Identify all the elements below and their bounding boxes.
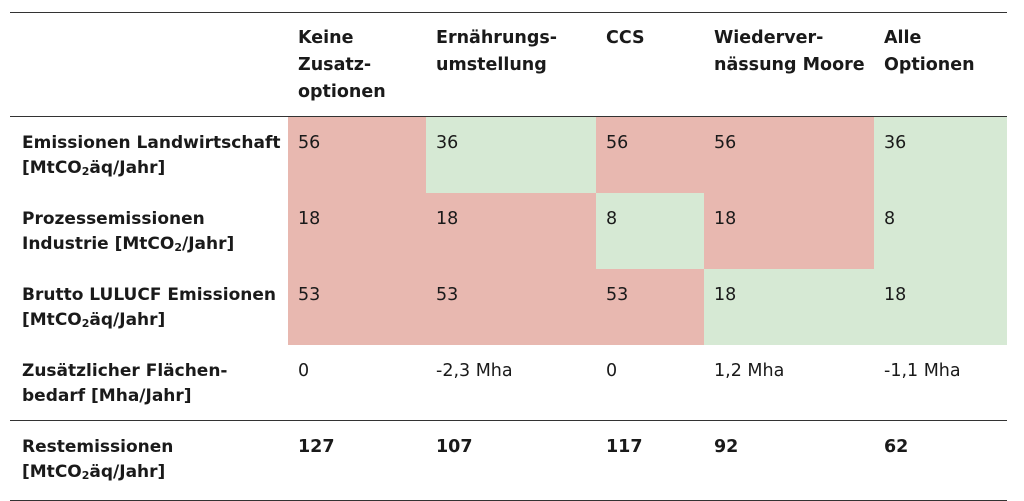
column-header-alle-optionen: Alle Optionen: [884, 28, 975, 75]
value-cell: 18: [426, 192, 596, 269]
value-cell: 53: [596, 268, 704, 345]
value-cell: -2,3 Mha: [436, 360, 513, 381]
column-header-ernaehrungsumstellung: Ernährungs- umstellung: [436, 28, 558, 75]
row-restemissionen: Restemissionen [MtCO2äq/Jahr] 127 107 11…: [10, 420, 1007, 501]
row-brutto-lulucf-emissionen: Brutto LULUCF Emissionen [MtCO2äq/Jahr] …: [10, 268, 1007, 345]
row-prozessemissionen-industrie: Prozessemissionen Industrie [MtCO2/Jahr]…: [10, 192, 1007, 269]
corner-cell: [10, 13, 288, 117]
header-row: Keine Zusatz- optionen Ernährungs- umste…: [10, 12, 1007, 117]
row-emissionen-landwirtschaft: Emissionen Landwirtschaft [MtCO2äq/Jahr]…: [10, 116, 1007, 193]
value-cell: 8: [596, 192, 704, 269]
value-cell: 53: [426, 268, 596, 345]
column-header-keine-zusatzoptionen: Keine Zusatz- optionen: [298, 28, 386, 102]
value-cell: 62: [884, 437, 909, 457]
row-label: Prozessemissionen Industrie [MtCO2/Jahr]: [22, 208, 235, 254]
row-label: Brutto LULUCF Emissionen [MtCO2äq/Jahr]: [22, 284, 276, 330]
value-cell: 0: [298, 360, 310, 381]
value-cell: 53: [288, 268, 426, 345]
row-label: Emissionen Landwirtschaft [MtCO2äq/Jahr]: [22, 133, 281, 178]
row-label: Zusätzlicher Flächen- bedarf [Mha/Jahr]: [22, 360, 228, 406]
value-cell: 56: [596, 116, 704, 193]
column-header-wiedervernaessung-moore: Wiederver- nässung Moore: [714, 28, 865, 75]
value-cell: 36: [426, 116, 596, 193]
value-cell: 56: [288, 116, 426, 193]
value-cell: 0: [606, 360, 618, 381]
value-cell: 107: [436, 437, 473, 457]
value-cell: 18: [288, 192, 426, 269]
value-cell: 117: [606, 437, 643, 457]
value-cell: 127: [298, 437, 335, 457]
value-cell: 18: [704, 192, 874, 269]
comparison-table: Keine Zusatz- optionen Ernährungs- umste…: [10, 12, 1007, 501]
value-cell: -1,1 Mha: [884, 360, 961, 381]
value-cell: 56: [704, 116, 874, 193]
value-cell: 92: [714, 437, 739, 457]
row-label: Restemissionen [MtCO2äq/Jahr]: [22, 437, 174, 482]
value-cell: 36: [874, 116, 1007, 193]
column-header-ccs: CCS: [606, 28, 645, 48]
row-zusaetzlicher-flaechenbedarf: Zusätzlicher Flächen- bedarf [Mha/Jahr] …: [10, 345, 1007, 421]
value-cell: 18: [704, 268, 874, 345]
value-cell: 8: [874, 192, 1007, 269]
value-cell: 18: [874, 268, 1007, 345]
value-cell: 1,2 Mha: [714, 360, 785, 381]
